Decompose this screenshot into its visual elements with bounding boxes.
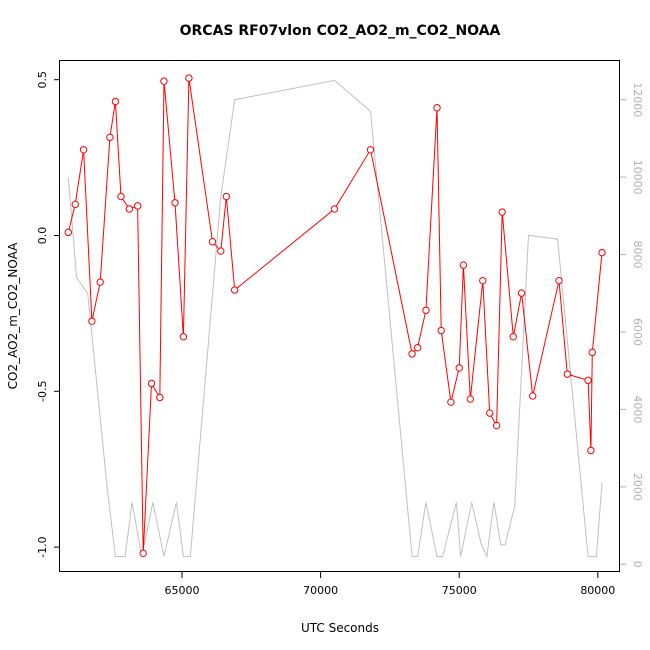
co2-diff-data-point xyxy=(88,317,96,325)
co2-diff-data-point xyxy=(563,370,572,378)
co2-diff-data-point xyxy=(222,192,231,201)
x-tick-label: 80000 xyxy=(580,584,615,597)
co2-diff-data-point xyxy=(437,326,445,335)
co2-diff-data-point xyxy=(208,238,217,246)
y2-tick-label: 0 xyxy=(631,561,644,568)
x-axis: 65000 70000 75000 80000 xyxy=(164,572,615,597)
co2-diff-data-point xyxy=(160,77,168,85)
altitude-series-line xyxy=(67,79,603,559)
co2-diff-data-point xyxy=(413,343,422,352)
co2-diff-data-point xyxy=(366,146,375,154)
co2-diff-data-point xyxy=(139,549,147,558)
co2-diff-series-line xyxy=(67,78,603,554)
co2-diff-data-point xyxy=(433,104,441,112)
co2-diff-data-point xyxy=(486,409,494,417)
co2-diff-data-point xyxy=(179,333,188,341)
co2-diff-data-point xyxy=(528,392,537,400)
co2-diff-data-point xyxy=(598,248,606,257)
co2-diff-data-point xyxy=(64,228,73,237)
co2-diff-data-point xyxy=(125,205,134,213)
co2-diff-data-point xyxy=(584,376,592,385)
x-tick-label: 65000 xyxy=(164,584,199,597)
co2-diff-data-point xyxy=(117,192,125,201)
y2-tick-label: 6000 xyxy=(631,318,644,346)
y-axis-label: CO2_AO2_m_CO2_NOAA xyxy=(6,242,20,389)
co2-diff-data-point xyxy=(408,350,416,358)
co2-diff-data-point xyxy=(133,202,142,210)
co2-diff-data-point xyxy=(492,421,501,430)
co2-diff-data-point xyxy=(71,200,79,209)
chart-title: ORCAS RF07vlon CO2_AO2_m_CO2_NOAA xyxy=(180,23,501,39)
x-tick-label: 75000 xyxy=(442,584,477,597)
co2-diff-data-point xyxy=(171,199,179,207)
y2-tick-label: 4000 xyxy=(631,395,644,423)
y-tick-label: 0.0 xyxy=(36,227,49,245)
co2-diff-data-point xyxy=(466,395,474,403)
y2-axis-right: 0 2000 4000 6000 8000 10000 12000 xyxy=(620,82,644,568)
y2-tick-label: 2000 xyxy=(631,473,644,501)
co2-diff-data-point xyxy=(509,333,517,341)
x-tick-label: 70000 xyxy=(303,584,338,597)
co2-diff-data-point xyxy=(447,398,455,406)
co2-diff-data-point xyxy=(156,393,164,402)
co2-diff-data-point xyxy=(455,364,463,372)
co2-diff-data-point xyxy=(479,276,487,285)
series-layer xyxy=(64,74,606,559)
co2-diff-data-point xyxy=(459,261,468,269)
co2-diff-data-point xyxy=(111,97,120,106)
co2-diff-data-point xyxy=(555,276,563,285)
co2-diff-data-point xyxy=(185,74,193,82)
y-axis: 0.5 0.0 -0.5 -1.0 xyxy=(36,71,60,558)
y2-tick-label: 12000 xyxy=(631,82,644,117)
co2-diff-data-point xyxy=(96,278,104,286)
co2-diff-data-point xyxy=(79,146,88,154)
y2-tick-label: 10000 xyxy=(631,160,644,195)
y-tick-label: -1.0 xyxy=(36,536,49,557)
co2-diff-data-point xyxy=(147,379,156,388)
co2-diff-data-point xyxy=(217,247,225,255)
co2-diff-data-point xyxy=(230,286,239,294)
y-tick-label: 0.5 xyxy=(36,71,49,89)
y2-tick-label: 8000 xyxy=(631,241,644,269)
plot-frame xyxy=(59,60,620,572)
co2-diff-data-point xyxy=(587,446,595,455)
co2-diff-data-point xyxy=(588,348,596,357)
co2-diff-data-point xyxy=(422,306,430,314)
x-axis-label: UTC Seconds xyxy=(301,621,379,635)
co2-diff-data-point xyxy=(517,289,526,297)
co2-diff-data-point xyxy=(330,205,339,213)
y-tick-label: -0.5 xyxy=(36,381,49,402)
co2-diff-data-point xyxy=(106,133,114,142)
co2-diff-data-point xyxy=(498,208,506,216)
